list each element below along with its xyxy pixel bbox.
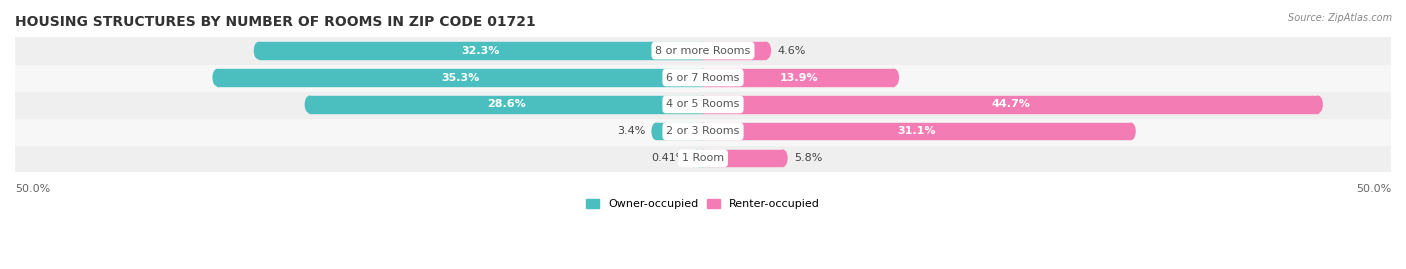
Text: HOUSING STRUCTURES BY NUMBER OF ROOMS IN ZIP CODE 01721: HOUSING STRUCTURES BY NUMBER OF ROOMS IN…: [15, 15, 536, 29]
Bar: [657, 123, 703, 139]
Bar: [15, 37, 1391, 64]
Bar: [15, 64, 1391, 91]
Circle shape: [699, 43, 707, 59]
Text: 13.9%: 13.9%: [779, 73, 818, 83]
Bar: [15, 145, 1391, 172]
Circle shape: [699, 123, 707, 139]
Text: 44.7%: 44.7%: [991, 100, 1031, 109]
Circle shape: [1315, 96, 1322, 112]
Text: 8 or more Rooms: 8 or more Rooms: [655, 45, 751, 56]
Text: 3.4%: 3.4%: [617, 126, 645, 136]
Circle shape: [1126, 123, 1135, 139]
Legend: Owner-occupied, Renter-occupied: Owner-occupied, Renter-occupied: [586, 199, 820, 209]
Bar: [703, 123, 1130, 139]
Text: 50.0%: 50.0%: [1355, 184, 1391, 194]
Circle shape: [699, 150, 707, 166]
Text: 4.6%: 4.6%: [778, 45, 806, 56]
Circle shape: [699, 150, 707, 166]
Circle shape: [652, 123, 661, 139]
Text: 35.3%: 35.3%: [441, 73, 479, 83]
Circle shape: [699, 69, 707, 86]
Circle shape: [699, 96, 707, 112]
Text: 1 Room: 1 Room: [682, 153, 724, 163]
Circle shape: [699, 123, 707, 139]
Bar: [703, 150, 783, 166]
Circle shape: [762, 43, 770, 59]
Bar: [703, 96, 1317, 112]
Text: 28.6%: 28.6%: [486, 100, 526, 109]
Circle shape: [305, 96, 314, 112]
Bar: [309, 96, 703, 112]
Bar: [697, 150, 703, 166]
Text: 6 or 7 Rooms: 6 or 7 Rooms: [666, 73, 740, 83]
Text: 32.3%: 32.3%: [461, 45, 501, 56]
Circle shape: [779, 150, 787, 166]
Bar: [259, 43, 703, 59]
Text: 0.41%: 0.41%: [651, 153, 686, 163]
Bar: [15, 91, 1391, 118]
Bar: [15, 118, 1391, 145]
Circle shape: [693, 150, 702, 166]
Bar: [703, 69, 894, 86]
Circle shape: [254, 43, 263, 59]
Text: 4 or 5 Rooms: 4 or 5 Rooms: [666, 100, 740, 109]
Text: Source: ZipAtlas.com: Source: ZipAtlas.com: [1288, 13, 1392, 23]
Text: 2 or 3 Rooms: 2 or 3 Rooms: [666, 126, 740, 136]
Text: 5.8%: 5.8%: [794, 153, 823, 163]
Bar: [703, 43, 766, 59]
Text: 50.0%: 50.0%: [15, 184, 51, 194]
Circle shape: [890, 69, 898, 86]
Circle shape: [699, 96, 707, 112]
Circle shape: [214, 69, 221, 86]
Bar: [218, 69, 703, 86]
Circle shape: [699, 43, 707, 59]
Text: 31.1%: 31.1%: [897, 126, 936, 136]
Circle shape: [699, 69, 707, 86]
